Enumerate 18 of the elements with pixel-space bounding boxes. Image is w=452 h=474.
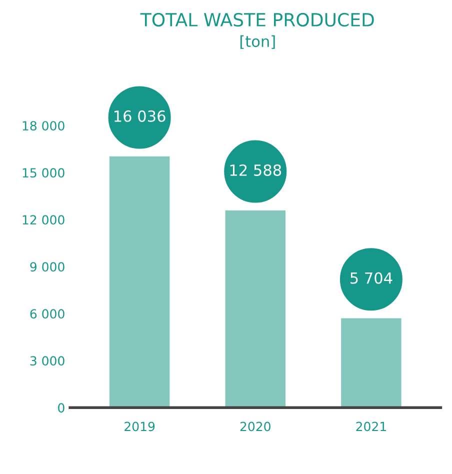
y-tick-label: 18 000: [22, 121, 64, 131]
y-tick-label: 0: [58, 403, 64, 413]
bar: [225, 210, 286, 408]
chart-subtitle: [ton]: [240, 35, 275, 49]
y-tick-label: 6 000: [30, 309, 64, 319]
x-tick-label: 2021: [356, 422, 386, 432]
bar: [341, 318, 402, 408]
y-tick-label: 9 000: [30, 262, 64, 272]
y-tick-label: 3 000: [30, 356, 64, 366]
y-tick-label: 12 000: [22, 215, 64, 225]
x-tick-label: 2020: [240, 422, 270, 432]
chart-title: TOTAL WASTE PRODUCED: [140, 12, 374, 27]
text: 12 588: [230, 164, 282, 176]
text: 16 036: [114, 110, 166, 122]
bar: [109, 156, 170, 408]
y-tick-label: 15 000: [22, 168, 64, 178]
text: 5 704: [350, 272, 392, 284]
x-tick-label: 2019: [124, 422, 155, 432]
